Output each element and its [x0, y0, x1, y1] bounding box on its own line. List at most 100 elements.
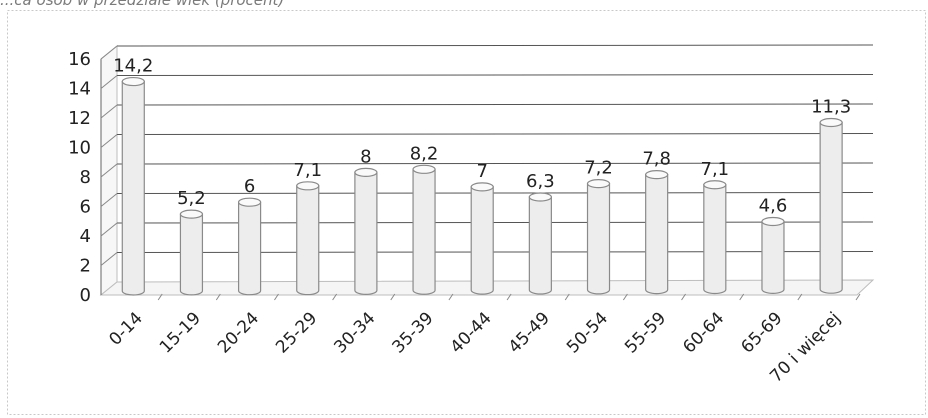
bar-body	[470, 186, 494, 295]
bar	[586, 179, 611, 295]
x-tick	[564, 293, 570, 301]
gridline	[116, 44, 874, 47]
bar	[237, 197, 262, 296]
x-tick-label: 40-44	[447, 308, 496, 357]
bar-body	[354, 171, 378, 295]
x-tick-label: 15-19	[156, 308, 205, 357]
bar	[470, 182, 494, 295]
gridline	[116, 133, 874, 135]
bar	[354, 167, 378, 295]
value-label: 7,2	[584, 158, 613, 179]
bar-top	[761, 216, 785, 227]
bar	[296, 181, 320, 296]
bar-top	[586, 179, 611, 189]
x-tick-label: 60-64	[679, 308, 728, 357]
bar-body	[528, 196, 552, 295]
x-tick-label: 45-49	[505, 308, 554, 357]
value-label: 14,2	[113, 56, 153, 77]
x-tick	[274, 293, 279, 301]
gridline-side	[100, 222, 118, 237]
value-label: 8	[360, 146, 371, 167]
top-caption: ...ca osób w przedziale wiek (procent)	[0, 0, 285, 9]
gridline-side	[100, 75, 118, 89]
bar-body	[237, 201, 262, 296]
bar-body	[412, 168, 436, 295]
bar-body	[645, 174, 669, 295]
bar-top	[703, 180, 727, 190]
gridline	[116, 74, 874, 76]
bar-body	[296, 185, 320, 296]
gridline-side	[100, 252, 118, 266]
gridline-side	[100, 45, 118, 60]
bar-body	[703, 184, 727, 295]
gridline	[116, 192, 874, 194]
value-label: 11,3	[811, 97, 851, 118]
bar	[179, 209, 204, 296]
x-tick	[797, 293, 803, 301]
y-tick-label: 10	[68, 138, 91, 159]
y-tick-label: 2	[80, 256, 91, 277]
x-tick	[157, 293, 163, 301]
y-tick-label: 0	[80, 285, 91, 306]
x-tick	[390, 293, 396, 301]
x-tick-label: 50-54	[563, 308, 612, 357]
bar-body	[761, 220, 785, 294]
bar-body	[586, 183, 611, 295]
x-tick-label: 25-29	[272, 308, 321, 357]
gridline	[116, 221, 874, 224]
value-label: 7,1	[293, 160, 322, 181]
value-label: 8,2	[410, 143, 439, 164]
bar	[528, 192, 552, 295]
bar-body	[179, 213, 204, 296]
x-tick	[332, 293, 338, 301]
value-label: 7	[476, 161, 487, 182]
bar-top	[121, 76, 145, 87]
bar-body	[819, 121, 843, 294]
x-tick	[739, 293, 745, 301]
bar-body	[121, 80, 145, 296]
y-tick-label: 6	[80, 197, 91, 218]
x-tick	[622, 293, 628, 301]
x-tick-label: 30-34	[330, 308, 379, 357]
x-tick	[215, 293, 221, 301]
bar	[645, 170, 669, 295]
bar	[819, 117, 843, 294]
y-tick-label: 8	[80, 167, 91, 188]
value-label: 7,8	[642, 149, 671, 170]
bar-top	[237, 197, 262, 207]
bar-top	[412, 164, 436, 174]
bar	[121, 76, 145, 296]
x-tick-label: 35-39	[389, 308, 438, 357]
value-label: 6	[244, 176, 255, 197]
value-label: 5,2	[177, 188, 206, 209]
bar	[703, 180, 727, 295]
bar-top	[354, 167, 378, 177]
y-tick-label: 4	[80, 226, 91, 247]
y-tick-label: 12	[68, 108, 91, 129]
y-tick-label: 16	[68, 49, 91, 70]
chart-border	[7, 10, 926, 415]
gridline-side	[100, 163, 118, 178]
x-tick-label: 65-69	[737, 308, 786, 357]
value-label: 4,6	[759, 196, 788, 217]
bar	[412, 164, 436, 295]
bar-top	[179, 209, 204, 219]
x-tick	[681, 293, 686, 301]
bar-top	[645, 170, 669, 180]
bar	[761, 216, 785, 294]
gridline	[116, 251, 874, 253]
x-tick	[506, 293, 512, 301]
value-label: 7,1	[701, 159, 730, 180]
gridline	[116, 103, 874, 106]
gridline	[116, 162, 874, 165]
gridline-side	[100, 104, 118, 119]
x-tick	[855, 293, 861, 301]
bar-top	[528, 192, 552, 202]
x-tick-label: 20-24	[214, 308, 263, 357]
gridline-side	[100, 193, 118, 207]
bar-top	[470, 182, 494, 192]
gridline-side	[100, 134, 118, 148]
value-label: 6,3	[526, 171, 555, 192]
